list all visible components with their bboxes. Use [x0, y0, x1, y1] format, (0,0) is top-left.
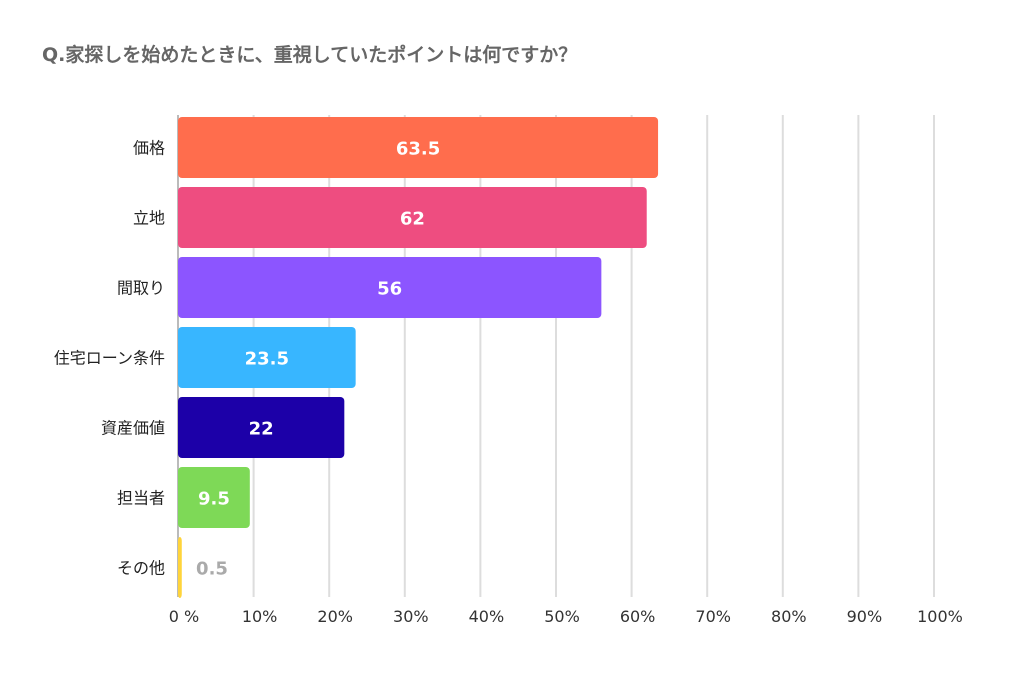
category-label: 担当者 — [117, 489, 165, 508]
bar — [178, 257, 602, 318]
x-tick-label: 0 % — [169, 607, 199, 626]
category-label: その他 — [117, 559, 165, 578]
category-label: 間取り — [117, 279, 165, 298]
chart-title: Q.家探しを始めたときに、重視していたポイントは何ですか？ — [42, 44, 578, 66]
bar — [178, 327, 356, 388]
x-tick-label: 60% — [620, 607, 656, 626]
data-label: 62 — [400, 209, 425, 230]
bar — [178, 467, 250, 528]
x-tick-label: 70% — [695, 607, 731, 626]
data-label: 9.5 — [198, 489, 230, 510]
x-tick-label: 40% — [469, 607, 505, 626]
x-tick-label: 20% — [317, 607, 353, 626]
bar — [178, 117, 659, 178]
data-label: 22 — [249, 419, 274, 440]
bar — [178, 537, 182, 598]
bar — [178, 397, 345, 458]
data-label: 63.5 — [396, 139, 440, 160]
x-tick-label: 100% — [917, 607, 963, 626]
x-tick-label: 80% — [771, 607, 807, 626]
x-tick-label: 50% — [544, 607, 580, 626]
category-label: 住宅ローン条件 — [54, 349, 165, 368]
data-label: 56 — [377, 279, 402, 300]
category-label: 立地 — [133, 209, 165, 228]
category-label: 価格 — [133, 139, 165, 158]
category-label: 資産価値 — [101, 419, 165, 438]
data-label: 23.5 — [245, 349, 289, 370]
x-tick-label: 90% — [847, 607, 883, 626]
x-tick-label: 30% — [393, 607, 429, 626]
bar — [178, 187, 647, 248]
data-label: 0.5 — [196, 559, 228, 580]
x-tick-label: 10% — [242, 607, 278, 626]
